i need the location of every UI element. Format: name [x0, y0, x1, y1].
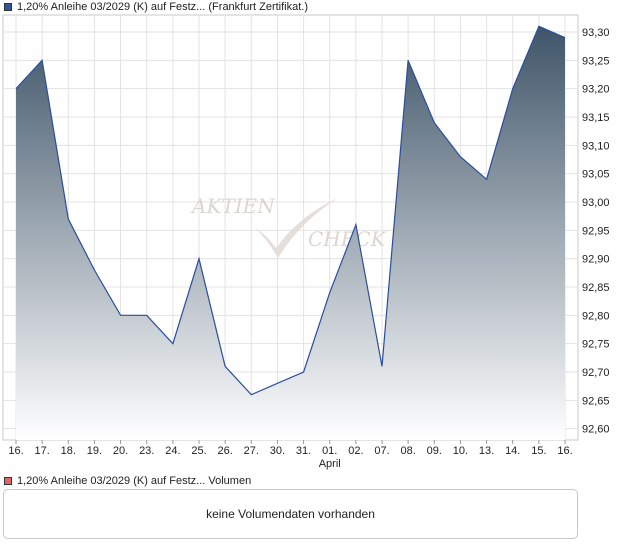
y-tick-label: 93,30: [582, 27, 610, 39]
x-tick-label: 14.: [505, 445, 520, 457]
watermark-word-aktien: AKTIEN: [190, 194, 276, 218]
y-tick-label: 92,60: [582, 424, 610, 436]
x-tick-label: 02.: [348, 445, 363, 457]
y-tick-label: 93,25: [582, 55, 610, 67]
x-tick-label: 08.: [400, 445, 415, 457]
y-axis-ticks: 93,30 93,25 93,20 93,15 93,10 93,05 93,00 92,95…: [582, 27, 610, 436]
y-tick-label: 92,85: [582, 282, 610, 294]
x-tick-label: 23.: [139, 445, 154, 457]
y-tick-label: 93,10: [582, 140, 610, 152]
y-tick-label: 92,80: [582, 310, 610, 322]
x-tick-label: 19.: [87, 445, 102, 457]
legend-price-label: 1,20% Anleihe 03/2029 (K) auf Festz... (…: [17, 1, 309, 13]
y-tick-label: 92,65: [582, 395, 610, 407]
x-tick-label: 27.: [244, 445, 259, 457]
y-tick-label: 92,70: [582, 367, 610, 379]
x-tick-label: 30.: [270, 445, 285, 457]
watermark-checkmark: [255, 198, 338, 258]
y-tick-label: 92,90: [582, 254, 610, 266]
x-tick-label: 16.: [8, 445, 23, 457]
x-tick-label: 10.: [453, 445, 468, 457]
x-tick-label: 09.: [427, 445, 442, 457]
y-tick-label: 93,05: [582, 169, 610, 181]
x-tick-label: 25.: [191, 445, 206, 457]
x-tick-label: 31.: [296, 445, 311, 457]
volume-panel: keine Volumendaten vorhanden: [3, 489, 578, 539]
legend-price: 1,20% Anleihe 03/2029 (K) auf Festz... (…: [4, 0, 308, 14]
x-tick-label: 18.: [61, 445, 76, 457]
x-tick-label: 13.: [479, 445, 494, 457]
x-tick-label: 20.: [113, 445, 128, 457]
volume-empty-message: keine Volumendaten vorhanden: [206, 507, 375, 521]
legend-volume-label: 1,20% Anleihe 03/2029 (K) auf Festz... V…: [17, 475, 252, 487]
x-tick-label: 24.: [165, 445, 180, 457]
legend-price-swatch: [4, 3, 12, 11]
x-axis-ticks: 16. 17. 18. 19. 20. 23. 24. 25. 26. 27. 30. 31. 01.A…: [8, 440, 573, 470]
x-month-label: April: [319, 458, 341, 470]
y-tick-label: 93,20: [582, 84, 610, 96]
y-tick-label: 93,15: [582, 112, 610, 124]
y-tick-label: 93,00: [582, 197, 610, 209]
x-tick-label: 16.: [557, 445, 572, 457]
price-chart: AKTIEN CHECK 93,3093,2593,2093,1593,1093…: [2, 14, 610, 470]
y-tick-label: 92,75: [582, 339, 610, 351]
price-area-fill: [16, 26, 565, 441]
price-line: [15, 25, 566, 396]
x-tick-label: 17.: [34, 445, 49, 457]
y-tick-label: 92,95: [582, 225, 610, 237]
x-tick-label: 07.: [374, 445, 389, 457]
x-tick-label: 26.: [217, 445, 232, 457]
legend-volume: 1,20% Anleihe 03/2029 (K) auf Festz... V…: [4, 474, 251, 488]
x-tick-label: 01.: [322, 445, 337, 457]
legend-volume-swatch: [4, 477, 12, 485]
x-tick-label: 15.: [531, 445, 546, 457]
